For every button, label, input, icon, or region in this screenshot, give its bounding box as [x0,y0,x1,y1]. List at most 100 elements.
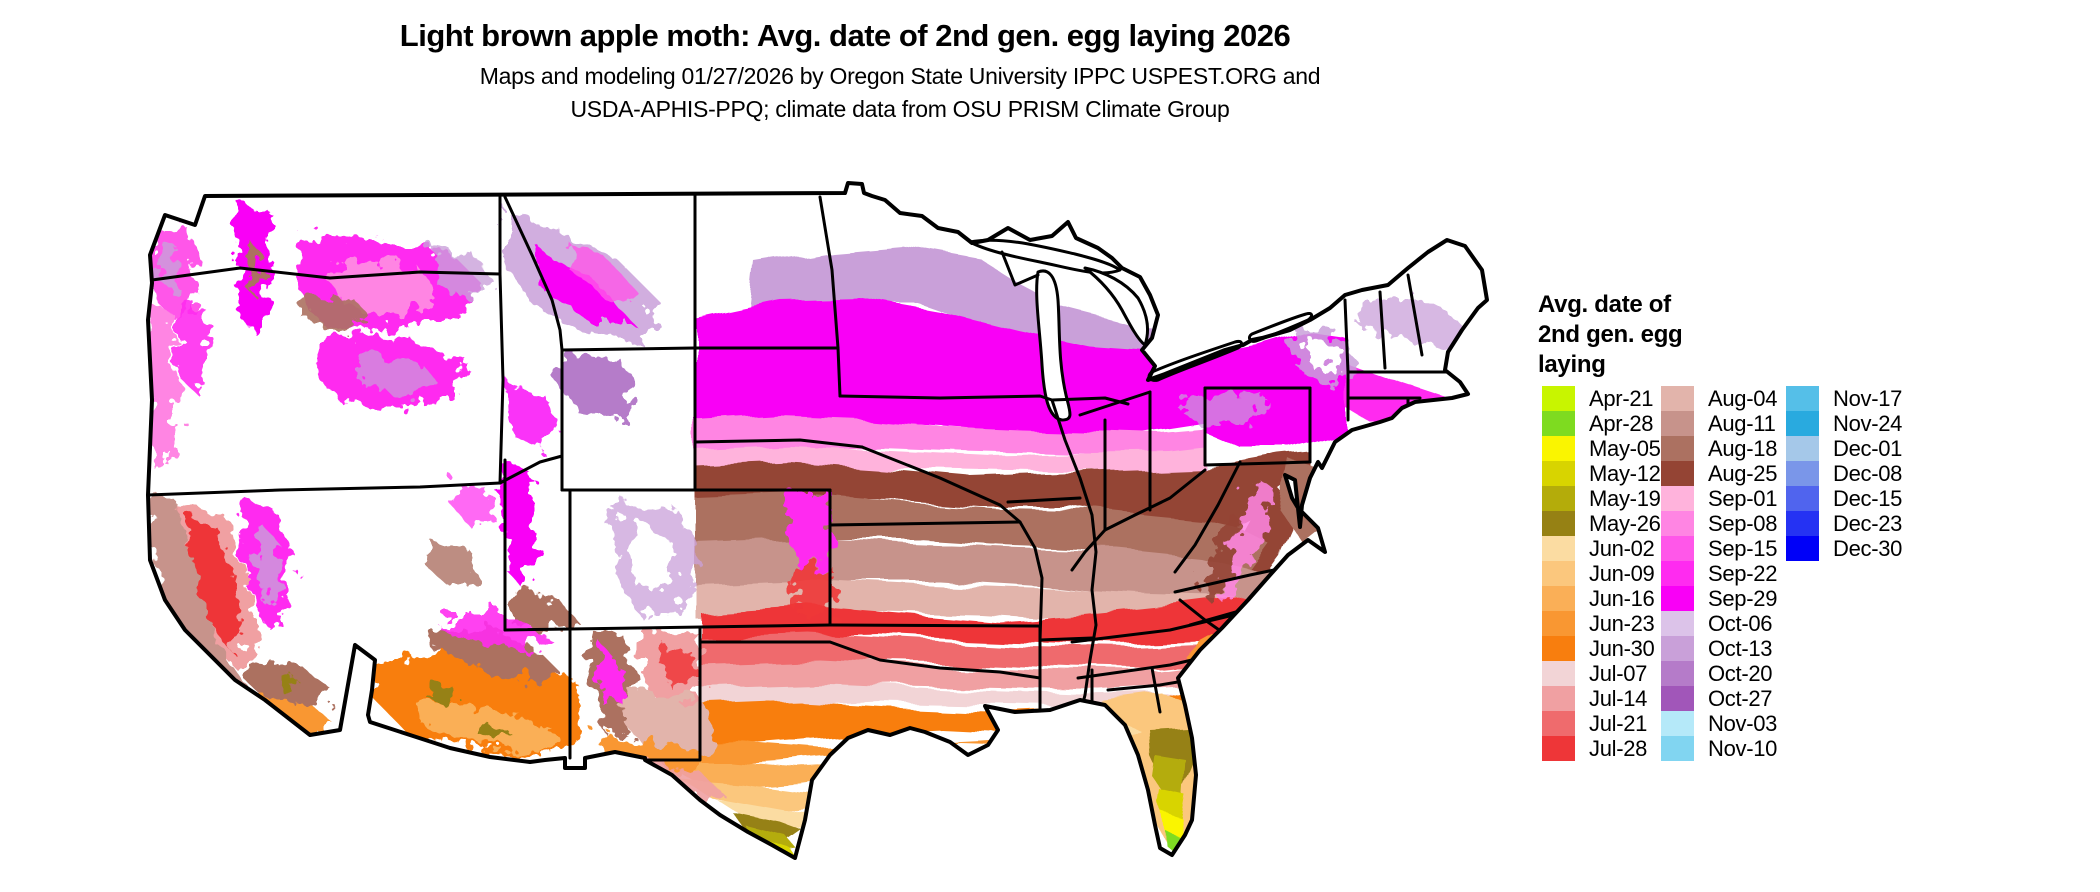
legend-label: May-19 [1589,485,1661,511]
legend-swatch-May-26 [1542,511,1575,536]
legend-label: Sep-15 [1708,535,1778,561]
legend-entry: Jun-16 [1542,586,1661,611]
legend-entry: Apr-21 [1542,386,1661,411]
legend-title-line-1: Avg. date of [1538,291,1671,318]
legend-entry: Sep-08 [1661,511,1777,536]
us-map-svg [146,181,1489,860]
legend-swatch-May-05 [1542,436,1575,461]
legend-swatch-Nov-24 [1786,411,1819,436]
legend-swatch-Jul-07 [1542,661,1575,686]
legend-swatch-Aug-18 [1661,436,1694,461]
legend-entry: Sep-29 [1661,586,1777,611]
legend-swatch-Dec-30 [1786,536,1819,561]
legend-swatch-Jun-09 [1542,561,1575,586]
legend-swatch-Apr-21 [1542,386,1575,411]
legend-label: May-12 [1589,460,1661,486]
legend-entry: Nov-17 [1786,386,1902,411]
legend-swatch-Jul-14 [1542,686,1575,711]
legend-swatch-Aug-11 [1661,411,1694,436]
legend-entry: Jun-30 [1542,636,1661,661]
legend-entry: Jul-28 [1542,736,1661,761]
state-borders [148,191,1457,762]
legend-entry: Dec-23 [1786,511,1902,536]
legend-swatch-Oct-20 [1661,661,1694,686]
lake-superior [968,238,1122,275]
legend-entry: Jun-09 [1542,561,1661,586]
legend-column-3: Nov-17 Nov-24 Dec-01 Dec-08 Dec-15 Dec-23 Dec-… [1786,386,1902,561]
legend-swatch-Aug-25 [1661,461,1694,486]
legend-swatch-May-19 [1542,486,1575,511]
legend-label: Apr-28 [1589,410,1654,436]
legend-label: Dec-08 [1833,460,1903,486]
legend-column-1: Apr-21 Apr-28 May-05 May-12 May-19 May-26 Jun-… [1542,386,1661,761]
legend-swatch-Dec-01 [1786,436,1819,461]
legend-entry: Oct-13 [1661,636,1777,661]
lake-michigan [1035,269,1072,422]
legend-swatch-Jun-02 [1542,536,1575,561]
legend-entry: Nov-24 [1786,411,1902,436]
legend-swatch-Oct-27 [1661,686,1694,711]
legend-entry: Aug-18 [1661,436,1777,461]
legend-entry: Sep-15 [1661,536,1777,561]
legend-entry: Aug-25 [1661,461,1777,486]
legend-label: Dec-30 [1833,535,1903,561]
legend-swatch-Sep-22 [1661,561,1694,586]
legend-swatch-Apr-28 [1542,411,1575,436]
legend-entry: Dec-08 [1786,461,1902,486]
legend-entry: Aug-11 [1661,411,1777,436]
legend-entry: Jul-07 [1542,661,1661,686]
legend-entry: Nov-03 [1661,711,1777,736]
legend-swatch-Sep-29 [1661,586,1694,611]
legend-label: Sep-29 [1708,585,1778,611]
legend-label: Nov-10 [1708,735,1778,761]
legend-label: Nov-17 [1833,385,1903,411]
legend-entry: Dec-01 [1786,436,1902,461]
legend-entry: Apr-28 [1542,411,1661,436]
legend-title-line-2: 2nd gen. egg [1538,321,1683,348]
legend-entry: May-19 [1542,486,1661,511]
legend-swatch-Jun-23 [1542,611,1575,636]
legend-label: Sep-01 [1708,485,1778,511]
legend-swatch-Oct-13 [1661,636,1694,661]
legend-entry: Oct-27 [1661,686,1777,711]
legend-swatch-Sep-08 [1661,511,1694,536]
legend-entry: Nov-10 [1661,736,1777,761]
legend-label: Oct-20 [1708,660,1773,686]
legend-label: Jul-21 [1589,710,1648,736]
legend-label: Oct-06 [1708,610,1773,636]
legend-swatch-Jun-16 [1542,586,1575,611]
legend-entry: Sep-01 [1661,486,1777,511]
legend-column-2: Aug-04 Aug-11 Aug-18 Aug-25 Sep-01 Sep-08 Sep-… [1661,386,1777,761]
legend-swatch-Jun-30 [1542,636,1575,661]
legend-swatch-Dec-23 [1786,511,1819,536]
map-title: Light brown apple moth: Avg. date of 2nd… [399,18,1291,53]
legend-swatch-Aug-04 [1661,386,1694,411]
legend-swatch-Nov-10 [1661,736,1694,761]
legend-swatch-Jul-28 [1542,736,1575,761]
legend-label: Oct-13 [1708,635,1773,661]
legend-label: Dec-23 [1833,510,1903,536]
legend-entry: Oct-06 [1661,611,1777,636]
legend-entry: May-05 [1542,436,1661,461]
legend-entry: May-26 [1542,511,1661,536]
legend-entry: Dec-15 [1786,486,1902,511]
legend-entry: Dec-30 [1786,536,1902,561]
legend-entry: Sep-22 [1661,561,1777,586]
legend-label: Dec-01 [1833,435,1903,461]
legend-label: Dec-15 [1833,485,1903,511]
legend: Avg. date of 2nd gen. egg laying Apr-21 A… [1538,290,1958,761]
legend-label: Aug-04 [1708,385,1778,411]
us-map [140,130,1540,892]
legend-label: Jul-28 [1589,735,1648,761]
legend-entry: Oct-20 [1661,661,1777,686]
us-outline [146,181,1489,860]
legend-label: Apr-21 [1589,385,1654,411]
legend-entry: Jun-02 [1542,536,1661,561]
legend-label: Jul-07 [1589,660,1648,686]
legend-label: Nov-03 [1708,710,1778,736]
legend-label: Jun-30 [1589,635,1655,661]
subtitle-line-2: USDA-APHIS-PPQ; climate data from OSU PR… [570,96,1230,122]
legend-entry: Jul-14 [1542,686,1661,711]
map-subtitle: Maps and modeling 01/27/2026 by Oregon S… [250,60,1550,126]
